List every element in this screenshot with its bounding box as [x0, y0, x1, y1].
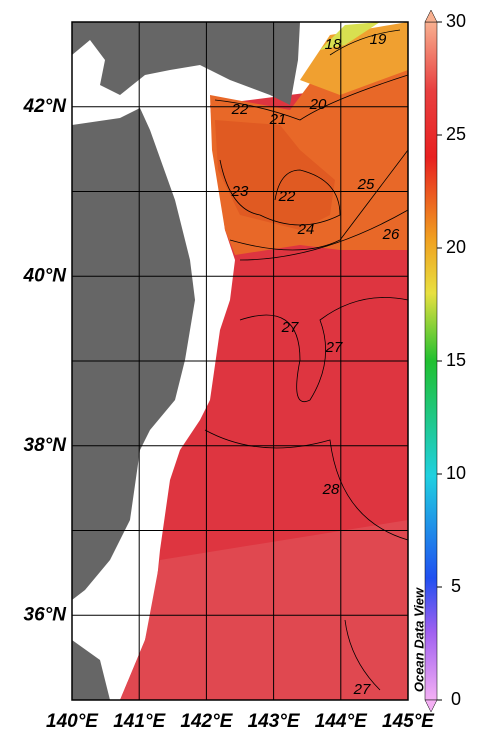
colorbar-bottom-arrow: [424, 699, 438, 713]
contour-line: [329, 29, 401, 56]
contour-label: 28: [322, 481, 340, 498]
contour-line: [239, 209, 409, 261]
y-tick-label: 40°N: [23, 265, 68, 286]
contour-line: [214, 74, 409, 121]
contour-label: 22: [231, 101, 249, 118]
land-south: [72, 640, 110, 700]
land-hokkaido: [72, 22, 300, 105]
x-tick-label: 140°E: [46, 711, 99, 732]
land-honshu: [72, 108, 195, 600]
contour-label: 27: [353, 681, 371, 698]
colorbar-tick-label: 10: [446, 463, 466, 483]
map-frame: [71, 21, 409, 701]
ocean-field-south: [120, 520, 408, 700]
contour-label: 27: [325, 339, 343, 356]
contour-label: 18: [325, 36, 342, 53]
colorbar-tick-label: 20: [446, 237, 466, 257]
contour-line: [204, 429, 409, 541]
contour-line: [344, 619, 381, 691]
contour-label: 27: [281, 319, 299, 336]
ocean-field-green: [320, 22, 380, 50]
x-tick-label: 141°E: [113, 711, 166, 732]
x-tick-label: 143°E: [248, 711, 301, 732]
colorbar: [424, 21, 438, 701]
contour-label: 25: [357, 176, 375, 193]
x-tick-label: 144°E: [315, 711, 368, 732]
colorbar-top-arrow: [424, 9, 438, 23]
colorbar-tick-label: 25: [446, 124, 466, 144]
contour-line: [219, 159, 341, 226]
colorbar-tick-label: 15: [446, 350, 466, 370]
ocean-field-yellow: [300, 22, 408, 95]
y-tick-label: 42°N: [23, 96, 68, 117]
contour-line: [239, 297, 409, 402]
contour-label: 19: [370, 31, 387, 48]
colorbar-tick-label: 5: [451, 576, 461, 596]
contour-label: 21: [269, 111, 287, 128]
colorbar-tick-label: 0: [451, 689, 461, 709]
contour-line: [229, 149, 409, 251]
x-tick-label: 142°E: [180, 711, 233, 732]
x-tick-label: 145°E: [382, 711, 435, 732]
watermark: Ocean Data View: [411, 587, 426, 692]
contour-label: 24: [297, 221, 315, 238]
contour-label: 20: [309, 96, 327, 113]
y-tick-label: 38°N: [24, 435, 68, 456]
contour-label: 23: [231, 183, 249, 200]
contour-label: 26: [382, 226, 400, 243]
y-tick-label: 36°N: [24, 604, 68, 625]
colorbar-tick-label: 30: [446, 11, 466, 31]
ocean-field-cold: [215, 120, 335, 230]
contour-label: 22: [278, 188, 296, 205]
